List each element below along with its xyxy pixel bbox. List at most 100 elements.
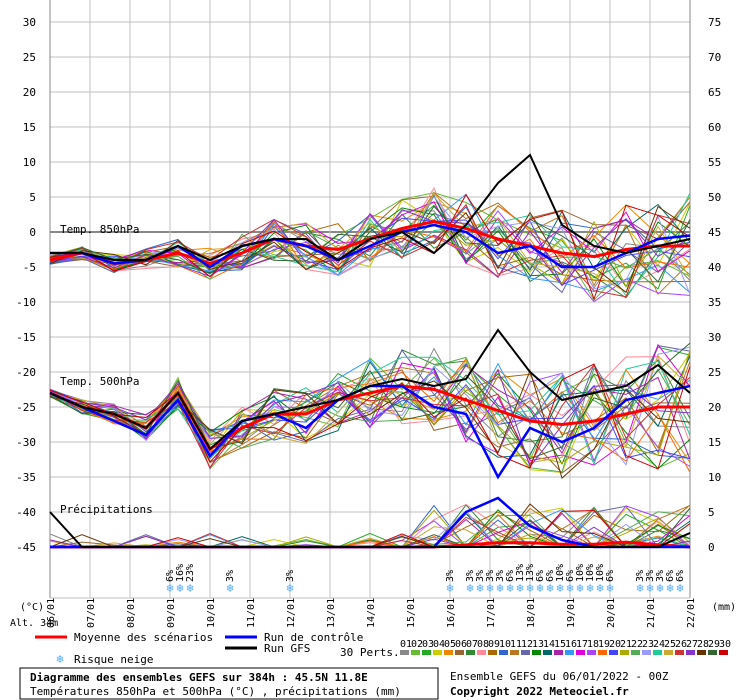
snowflake-icon: ❄ [586, 581, 593, 595]
snow-pct-label: 3% [495, 570, 506, 582]
snow-pct-label: 6% [565, 570, 576, 582]
pert-color-swatch [587, 650, 596, 655]
chart-title: Diagramme des ensembles GEFS sur 384h : … [30, 671, 368, 684]
pert-line-t500 [49, 356, 691, 473]
pert-number-label: 01 [400, 639, 412, 650]
pert-color-swatch [554, 650, 563, 655]
date-tick-label: 12/01 [286, 598, 297, 628]
snowflake-icon: ❄ [526, 581, 533, 595]
pert-number-label: 12 [521, 639, 533, 650]
pert-number-label: 06 [455, 639, 467, 650]
date-tick-label: 10/01 [206, 598, 217, 628]
pert-color-swatch [675, 650, 684, 655]
snow-pct-label: 6% [675, 570, 686, 582]
left-tick-label: 0 [29, 226, 36, 239]
pert-color-swatch [466, 650, 475, 655]
pert-number-label: 22 [631, 639, 643, 650]
snow-pct-label: 3% [645, 570, 656, 582]
title-box [19, 667, 439, 700]
pert-color-swatch [488, 650, 497, 655]
left-tick-label: 20 [23, 86, 36, 99]
snow-pct-label: 10% [555, 564, 566, 582]
pert-color-swatch [444, 650, 453, 655]
pert-color-swatch [609, 650, 618, 655]
right-tick-label: 65 [708, 86, 721, 99]
right-tick-label: 35 [708, 296, 721, 309]
pert-color-swatch [411, 650, 420, 655]
pert-color-swatch [400, 650, 409, 655]
chart-labels: Temp. 850hPa Temp. 500hPa Précipitations [60, 223, 153, 516]
snowflake-icon: ❄ [286, 581, 293, 595]
left-tick-label: -15 [16, 331, 36, 344]
snow-pct-label: 23% [185, 564, 196, 582]
pert-number-label: 29 [708, 639, 720, 650]
date-tick-label: 06/01 [46, 598, 57, 628]
pert-number-label: 30 [719, 639, 731, 650]
right-tick-label: 10 [708, 471, 721, 484]
pert-color-swatch [422, 650, 431, 655]
pert-color-swatch [565, 650, 574, 655]
date-tick-label: 18/01 [526, 598, 537, 628]
snow-pct-label: 13% [515, 564, 526, 582]
copyright: Copyright 2022 Meteociel.fr [450, 685, 629, 698]
snow-pct-label: 3% [485, 570, 496, 582]
snow-pct-label: 6% [545, 570, 556, 582]
date-tick-label: 13/01 [326, 598, 337, 628]
pert-number-label: 24 [653, 639, 665, 650]
pert-number-label: 17 [576, 639, 588, 650]
snowflake-icon: ❄ [576, 581, 583, 595]
right-tick-label: 30 [708, 331, 721, 344]
right-unit-label: (mm) [712, 602, 736, 613]
snow-pct-label: 10% [595, 564, 606, 582]
pert-color-swatch [598, 650, 607, 655]
pert-color-swatch [510, 650, 519, 655]
snow-pct-label: 10% [585, 564, 596, 582]
snowflake-icon: ❄ [646, 581, 653, 595]
pert-line-t500 [49, 357, 691, 473]
snow-risk-row: 6%❄16%❄23%❄3%❄3%❄3%❄3%❄3%❄3%❄3%❄6%❄13%❄1… [165, 564, 686, 595]
date-tick-label: 11/01 [246, 598, 257, 628]
right-tick-label: 55 [708, 156, 721, 169]
snow-pct-label: 16% [175, 564, 186, 582]
pert-line-t850 [49, 186, 691, 287]
left-tick-label: 15 [23, 121, 36, 134]
left-tick-label: -45 [16, 541, 36, 554]
pert-line-t850 [49, 195, 691, 279]
series-line-t850 [50, 153, 691, 262]
left-tick-label: -20 [16, 366, 36, 379]
snowflake-icon: ❄ [176, 581, 183, 595]
pert-color-swatch [532, 650, 541, 655]
right-tick-label: 50 [708, 191, 721, 204]
panel-label: Précipitations [60, 503, 153, 516]
pert-line-t500 [49, 368, 691, 468]
snow-pct-label: 10% [575, 564, 586, 582]
date-tick-label: 07/01 [86, 598, 97, 628]
snow-pct-label: 6% [535, 570, 546, 582]
pert-number-label: 28 [697, 639, 709, 650]
right-tick-label: 40 [708, 261, 721, 274]
date-tick-label: 16/01 [446, 598, 457, 628]
snow-pct-label: 3% [655, 570, 666, 582]
snowflake-icon: ❄ [466, 581, 473, 595]
pert-line-t500 [49, 358, 691, 442]
left-tick-label: -5 [23, 261, 36, 274]
snowflake-icon: ❄ [676, 581, 683, 595]
snowflake-icon: ❄ [476, 581, 483, 595]
snow-pct-label: 6% [605, 570, 616, 582]
snowflake-icon: ❄ [656, 581, 663, 595]
right-tick-label: 45 [708, 226, 721, 239]
chart-legend: Moyenne des scénarios Run de contrôleRun … [19, 631, 731, 700]
date-tick-label: 08/01 [126, 598, 137, 628]
pert-color-swatch [477, 650, 486, 655]
panel-label: Temp. 500hPa [60, 375, 139, 388]
pert-color-swatch [521, 650, 530, 655]
snowflake-icon: ❄ [516, 581, 523, 595]
snow-pct-label: 3% [475, 570, 486, 582]
pert-color-swatch [686, 650, 695, 655]
pert-color-swatch [631, 650, 640, 655]
pert-number-label: 20 [609, 639, 621, 650]
pert-number-label: 27 [686, 639, 698, 650]
snowflake-icon: ❄ [546, 581, 553, 595]
pert-number-label: 21 [620, 639, 632, 650]
left-tick-label: 25 [23, 51, 36, 64]
